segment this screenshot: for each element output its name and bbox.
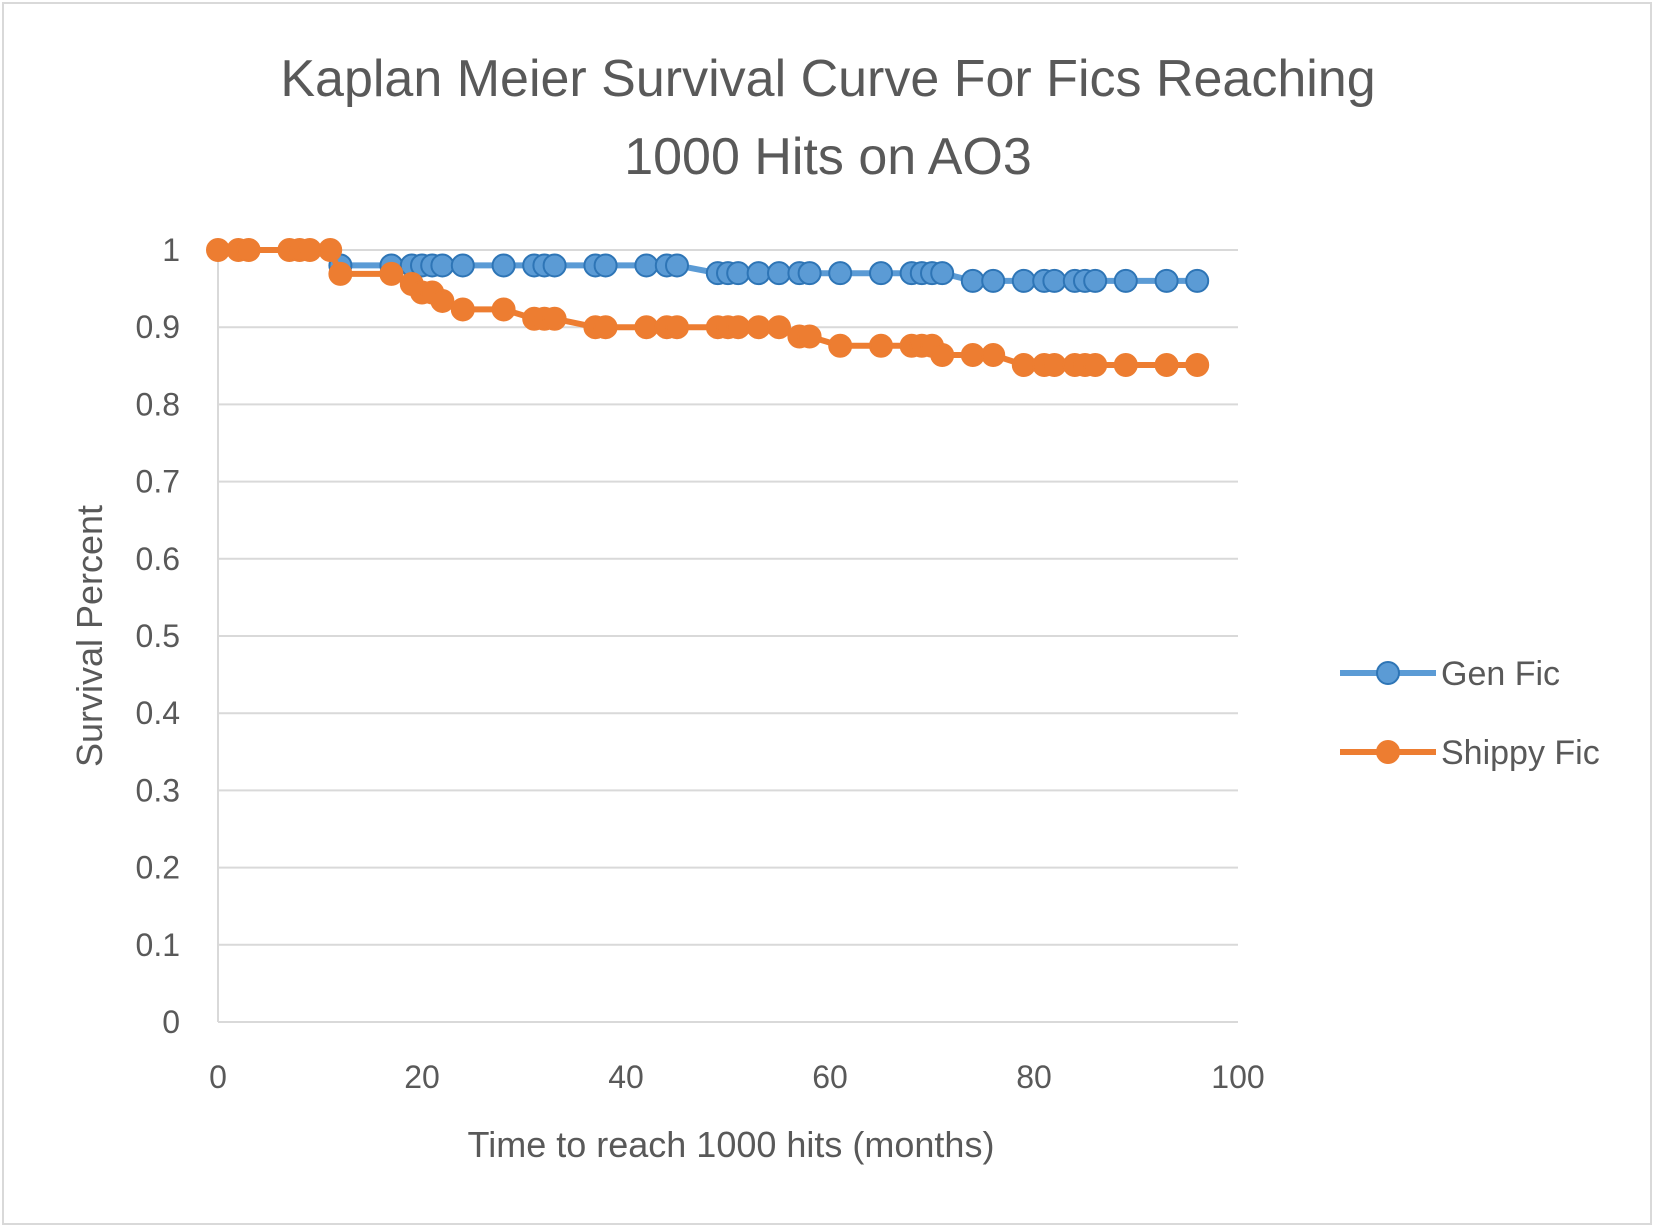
data-point xyxy=(1042,353,1067,378)
data-point xyxy=(634,253,659,278)
data-point xyxy=(491,253,516,278)
data-point xyxy=(450,297,475,322)
data-point xyxy=(930,342,955,367)
y-tick-label: 0.7 xyxy=(136,464,180,500)
data-point xyxy=(665,253,689,278)
data-point xyxy=(1113,353,1138,378)
legend-swatch-marker xyxy=(1376,661,1400,685)
y-tick-label: 0 xyxy=(162,1004,180,1040)
data-point xyxy=(379,261,404,286)
legend-label: Shippy Fic xyxy=(1441,734,1600,772)
data-point xyxy=(542,306,567,331)
data-point xyxy=(797,261,822,286)
data-point xyxy=(960,342,985,367)
y-tick-label: 0.5 xyxy=(136,618,180,654)
data-point xyxy=(960,268,985,293)
data-point xyxy=(593,253,618,278)
y-tick-label: 0.3 xyxy=(136,772,180,808)
data-point xyxy=(726,315,751,340)
series xyxy=(206,238,1210,378)
data-point xyxy=(1185,268,1210,293)
data-point xyxy=(328,261,353,286)
data-point xyxy=(1154,268,1179,293)
data-point xyxy=(746,261,771,286)
data-point xyxy=(746,315,771,340)
data-point xyxy=(491,297,516,322)
data-point xyxy=(450,253,475,278)
x-tick-label: 60 xyxy=(812,1059,848,1095)
data-point xyxy=(593,315,618,340)
data-point xyxy=(930,261,955,286)
data-point xyxy=(430,253,455,278)
y-tick-label: 0.4 xyxy=(136,695,180,731)
legend: Gen Fic Shippy Fic xyxy=(1340,655,1600,772)
y-tick-label: 0.9 xyxy=(136,309,180,345)
axes xyxy=(217,248,1238,1023)
legend-entry: Gen Fic xyxy=(1340,655,1560,693)
data-point xyxy=(828,333,853,358)
data-point xyxy=(869,333,893,358)
data-point xyxy=(767,261,791,286)
data-point xyxy=(797,324,822,349)
x-tick-labels: 0 20 40 60 80 100 xyxy=(209,1059,1265,1095)
x-tick-label: 40 xyxy=(608,1059,644,1095)
y-tick-labels: 0 0.1 0.2 0.3 0.4 0.5 0.6 0.7 0.8 0.9 1 xyxy=(136,232,180,1040)
data-point xyxy=(869,261,893,286)
data-point xyxy=(1185,353,1210,378)
x-tick-label: 100 xyxy=(1211,1059,1264,1095)
legend-entry: Shippy Fic xyxy=(1340,734,1600,772)
legend-label: Gen Fic xyxy=(1441,655,1560,693)
data-point xyxy=(1083,353,1108,378)
data-point xyxy=(1154,353,1179,378)
y-axis-label: Survival Percent xyxy=(69,505,110,767)
y-tick-label: 0.8 xyxy=(136,386,180,422)
data-point xyxy=(1042,268,1067,293)
y-tick-label: 1 xyxy=(162,232,180,268)
data-point xyxy=(430,288,455,313)
data-point xyxy=(634,315,659,340)
series-gen-fic xyxy=(328,253,1210,293)
data-point xyxy=(236,238,261,262)
y-tick-label: 0.6 xyxy=(136,541,180,577)
data-point xyxy=(206,238,230,262)
x-tick-label: 20 xyxy=(404,1059,440,1095)
x-tick-label: 0 xyxy=(209,1059,227,1095)
legend-swatch-marker xyxy=(1376,740,1400,764)
x-tick-label: 80 xyxy=(1016,1059,1052,1095)
data-point xyxy=(297,238,322,262)
data-point xyxy=(767,315,791,340)
data-point xyxy=(828,261,853,286)
data-point xyxy=(542,253,567,278)
data-point xyxy=(1083,268,1108,293)
chart-title-line-1: Kaplan Meier Survival Curve For Fics Rea… xyxy=(280,50,1375,108)
data-point xyxy=(1011,268,1036,293)
data-point xyxy=(665,315,689,340)
series-shippy-fic xyxy=(206,238,1210,378)
data-point xyxy=(1113,268,1138,293)
x-axis-label: Time to reach 1000 hits (months) xyxy=(468,1124,995,1165)
chart-title-line-2: 1000 Hits on AO3 xyxy=(624,128,1032,186)
data-point xyxy=(981,268,1006,293)
y-tick-label: 0.2 xyxy=(136,850,180,886)
data-point xyxy=(318,238,343,262)
data-point xyxy=(726,261,751,286)
y-tick-label: 0.1 xyxy=(136,927,180,963)
data-point xyxy=(981,342,1006,367)
data-point xyxy=(1011,353,1036,378)
